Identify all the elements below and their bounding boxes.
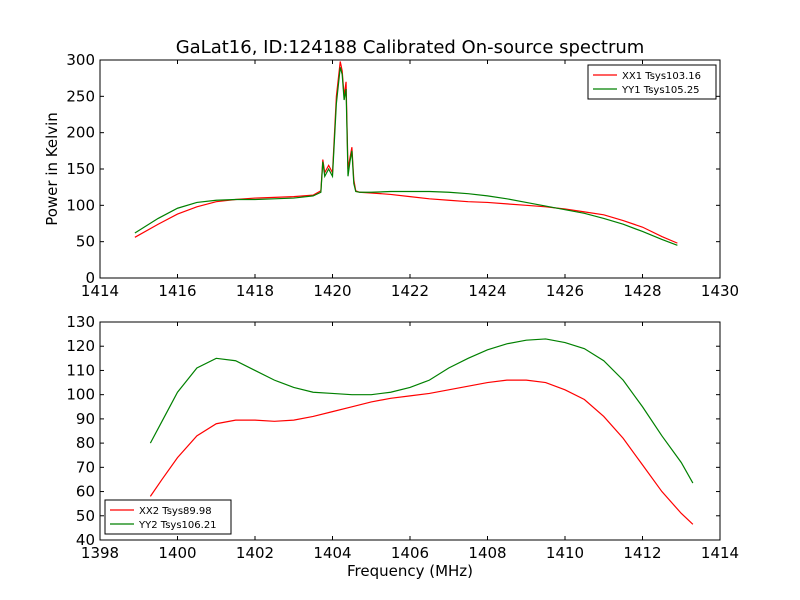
top-y-tick-label: 200: [66, 124, 95, 142]
top-y-tick-label: 250: [66, 87, 95, 105]
top-x-tick-label: 1418: [236, 282, 274, 300]
bottom-x-tick-label: 1406: [391, 544, 429, 562]
bottom-series-line-1: [149, 379, 694, 525]
top-x-tick-label: 1416: [158, 282, 196, 300]
bottom-legend-label-1: XX2 Tsys89.98: [139, 506, 212, 517]
bottom-y-tick-label: 40: [76, 531, 95, 549]
bottom-x-tick-label: 1398: [81, 544, 119, 562]
bottom-x-axis-label: Frequency (MHz): [347, 562, 473, 580]
bottom-x-tick-label: 1400: [158, 544, 196, 562]
top-x-tick-label: 1414: [81, 282, 119, 300]
top-x-tick-label: 1420: [313, 282, 351, 300]
bottom-x-tick-label: 1410: [546, 544, 584, 562]
bottom-y-tick-label: 120: [66, 337, 95, 355]
bottom-y-tick-label: 100: [66, 386, 95, 404]
bottom-series-line-2: [149, 338, 694, 484]
bottom-panel: Frequency (MHz) 1398 1400 1402 1404 1406 1408…: [66, 313, 739, 580]
top-y-tick-label: 150: [66, 160, 95, 178]
top-x-tick-label: 1428: [623, 282, 661, 300]
top-y-tick-label: 300: [66, 51, 95, 69]
top-x-tick-label: 1430: [701, 282, 739, 300]
bottom-x-tick-label: 1414: [701, 544, 739, 562]
top-y-tick-label: 50: [76, 233, 95, 251]
bottom-y-tick-label: 50: [76, 507, 95, 525]
bottom-y-tick-label: 90: [76, 410, 95, 428]
top-legend-label-1: XX1 Tsys103.16: [622, 71, 701, 82]
bottom-y-tick-label: 70: [76, 458, 95, 476]
top-x-tick-label: 1424: [468, 282, 506, 300]
figure-title: GaLat16, ID:124188 Calibrated On-source …: [176, 37, 645, 58]
bottom-y-tick-label: 110: [66, 361, 95, 379]
bottom-legend: [104, 499, 232, 535]
top-y-tick-label: 100: [66, 196, 95, 214]
top-series-line-1: [134, 61, 678, 244]
top-legend-label-2: YY1 Tsys105.25: [621, 85, 700, 96]
bottom-y-tick-label: 80: [76, 434, 95, 452]
top-x-tick-label: 1422: [391, 282, 429, 300]
bottom-x-tick-label: 1402: [236, 544, 274, 562]
bottom-x-tick-label: 1404: [313, 544, 351, 562]
top-y-tick-label: 0: [85, 269, 95, 287]
top-panel: Power in Kelvin 1414 1416 1418 1420 1422 1424…: [43, 51, 739, 300]
bottom-y-tick-label: 60: [76, 483, 95, 501]
top-series-line-2: [134, 67, 678, 246]
bottom-x-tick-label: 1412: [623, 544, 661, 562]
bottom-legend-label-2: YY2 Tsys106.21: [138, 520, 217, 531]
bottom-x-tick-label: 1408: [468, 544, 506, 562]
bottom-y-tick-label: 130: [66, 313, 95, 331]
top-y-axis-label: Power in Kelvin: [43, 112, 61, 226]
top-x-tick-label: 1426: [546, 282, 584, 300]
top-legend: [587, 64, 717, 100]
